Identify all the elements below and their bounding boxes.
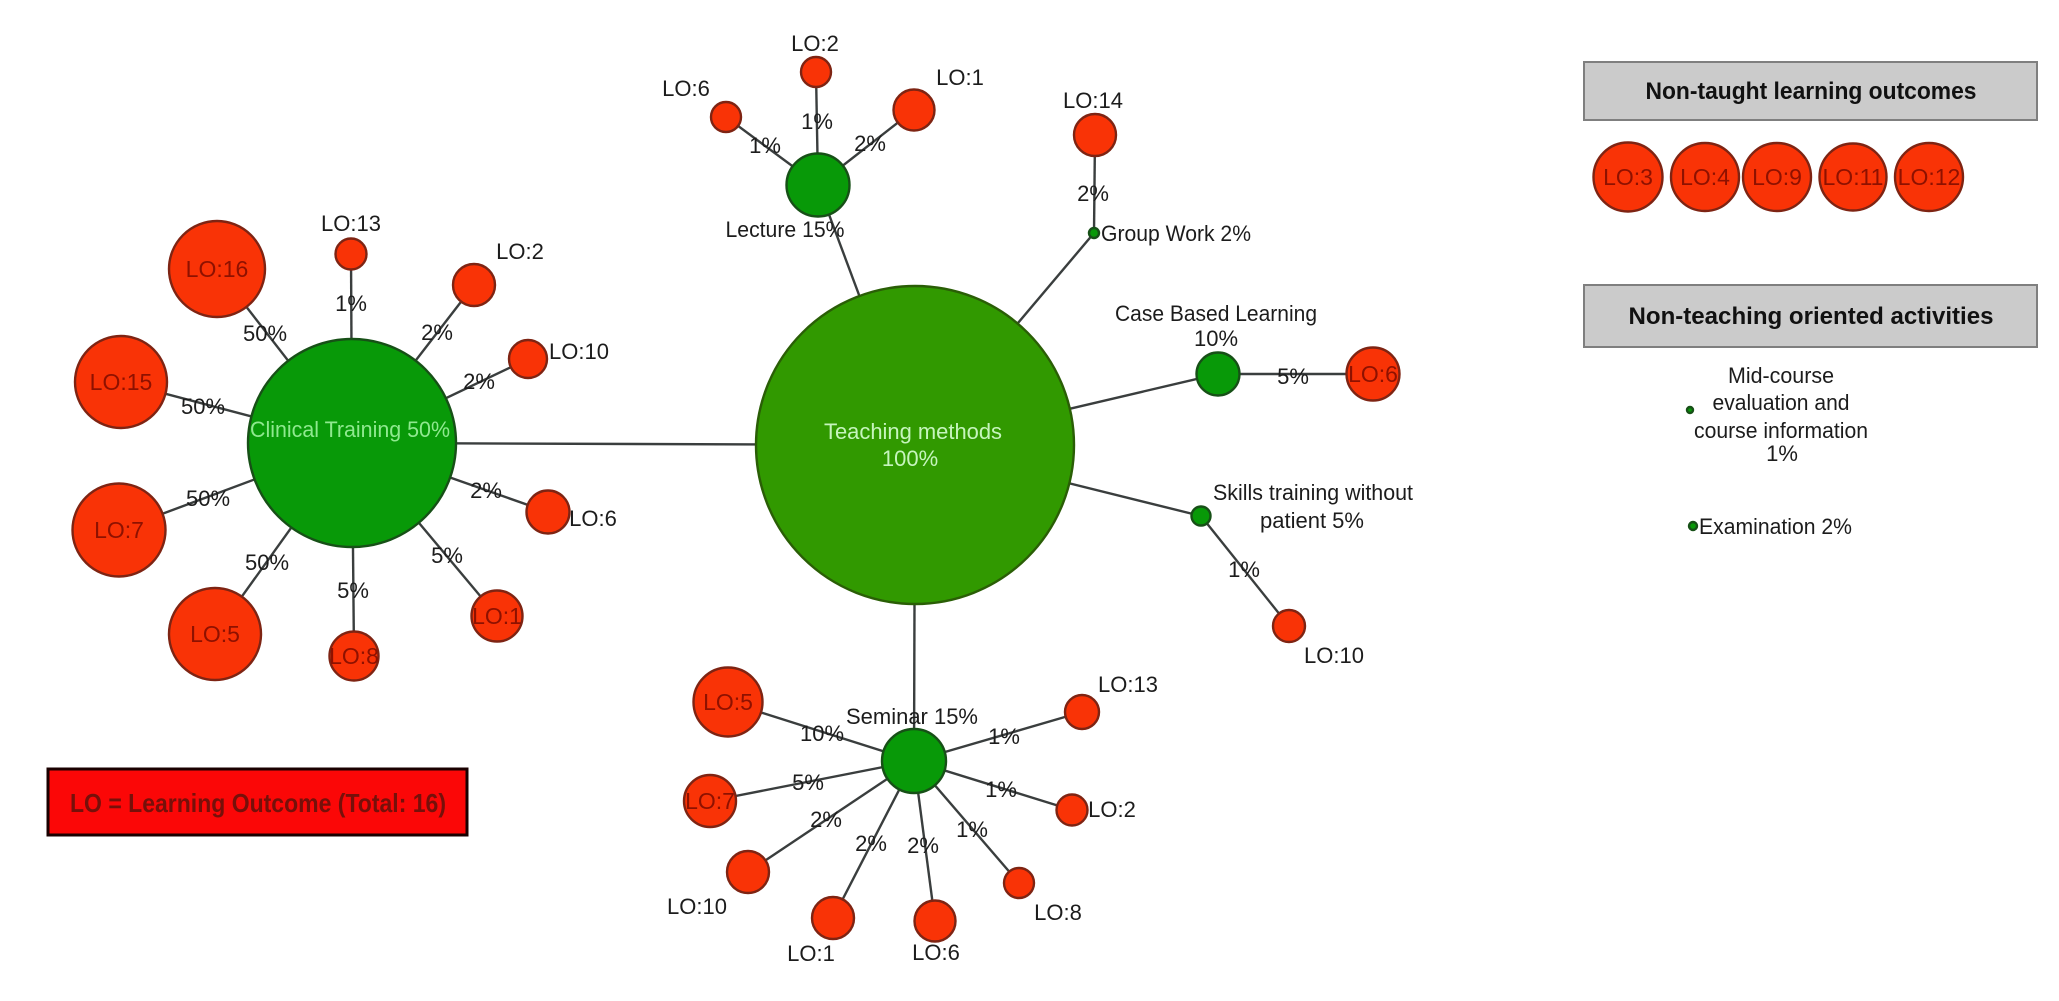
- svg-text:1%: 1%: [1766, 441, 1798, 466]
- svg-text:2%: 2%: [1077, 181, 1109, 206]
- svg-text:2%: 2%: [421, 320, 453, 345]
- svg-text:1%: 1%: [988, 724, 1020, 749]
- svg-text:1%: 1%: [749, 133, 781, 158]
- svg-text:5%: 5%: [792, 770, 824, 795]
- svg-text:evaluation and: evaluation and: [1713, 390, 1850, 415]
- svg-text:Lecture 15%: Lecture 15%: [726, 217, 845, 242]
- svg-text:10%: 10%: [1194, 326, 1238, 351]
- svg-text:5%: 5%: [337, 578, 369, 603]
- svg-text:course information: course information: [1694, 418, 1868, 443]
- svg-text:2%: 2%: [810, 807, 842, 832]
- svg-text:Mid-course: Mid-course: [1728, 363, 1834, 388]
- svg-text:LO:12: LO:12: [1898, 164, 1961, 190]
- svg-text:LO:11: LO:11: [1823, 164, 1884, 190]
- svg-text:50%: 50%: [243, 321, 287, 346]
- svg-text:LO:9: LO:9: [1752, 164, 1802, 190]
- svg-text:LO:6: LO:6: [1348, 361, 1398, 387]
- svg-text:50%: 50%: [245, 550, 289, 575]
- svg-text:Seminar 15%: Seminar 15%: [846, 704, 978, 729]
- svg-text:Case Based Learning: Case Based Learning: [1115, 301, 1317, 326]
- svg-text:5%: 5%: [1277, 364, 1309, 389]
- svg-text:LO:10: LO:10: [549, 339, 609, 364]
- svg-text:1%: 1%: [801, 109, 833, 134]
- svg-text:LO:8: LO:8: [329, 643, 379, 669]
- svg-text:LO:10: LO:10: [667, 894, 727, 919]
- svg-text:Skills training without: Skills training without: [1213, 480, 1413, 505]
- svg-text:10%: 10%: [800, 721, 844, 746]
- svg-text:LO:7: LO:7: [685, 788, 735, 814]
- svg-text:LO:5: LO:5: [190, 621, 240, 647]
- svg-text:LO:15: LO:15: [90, 369, 153, 395]
- svg-text:LO:6: LO:6: [912, 940, 960, 965]
- svg-text:LO = Learning Outcome (Total:: LO = Learning Outcome (Total: 16): [70, 788, 446, 818]
- svg-text:1%: 1%: [1228, 557, 1260, 582]
- svg-text:LO:13: LO:13: [321, 211, 381, 236]
- svg-text:LO:1: LO:1: [472, 603, 522, 629]
- svg-text:LO:3: LO:3: [1603, 164, 1653, 190]
- svg-text:50%: 50%: [181, 394, 225, 419]
- svg-text:LO:7: LO:7: [94, 517, 144, 543]
- svg-text:Non-taught learning outcomes: Non-taught learning outcomes: [1646, 78, 1977, 105]
- svg-text:LO:2: LO:2: [496, 239, 544, 264]
- svg-text:5%: 5%: [431, 543, 463, 568]
- svg-text:LO:6: LO:6: [569, 506, 617, 531]
- svg-text:LO:2: LO:2: [791, 31, 839, 56]
- svg-text:LO:4: LO:4: [1680, 164, 1730, 190]
- svg-text:Non-teaching oriented activiti: Non-teaching oriented activities: [1629, 303, 1994, 330]
- svg-text:2%: 2%: [907, 833, 939, 858]
- svg-text:LO:5: LO:5: [703, 689, 753, 715]
- svg-text:2%: 2%: [463, 369, 495, 394]
- svg-text:2%: 2%: [470, 478, 502, 503]
- svg-text:LO:14: LO:14: [1063, 88, 1123, 113]
- svg-text:2%: 2%: [855, 831, 887, 856]
- svg-text:LO:6: LO:6: [662, 76, 710, 101]
- svg-text:LO:8: LO:8: [1034, 900, 1082, 925]
- svg-text:Clinical Training 50%: Clinical Training 50%: [250, 417, 450, 442]
- svg-text:LO:2: LO:2: [1088, 797, 1136, 822]
- svg-text:1%: 1%: [956, 817, 988, 842]
- svg-text:50%: 50%: [186, 486, 230, 511]
- svg-text:1%: 1%: [985, 777, 1017, 802]
- svg-text:patient 5%: patient 5%: [1260, 508, 1364, 533]
- svg-text:Group Work 2%: Group Work 2%: [1101, 221, 1251, 246]
- svg-text:LO:1: LO:1: [936, 65, 984, 90]
- svg-text:Examination 2%: Examination 2%: [1699, 514, 1852, 539]
- svg-text:Teaching methods: Teaching methods: [824, 419, 1002, 444]
- svg-text:LO:10: LO:10: [1304, 643, 1364, 668]
- svg-text:2%: 2%: [854, 131, 886, 156]
- svg-text:LO:13: LO:13: [1098, 672, 1158, 697]
- svg-text:100%: 100%: [882, 446, 938, 471]
- svg-text:LO:1: LO:1: [787, 941, 835, 966]
- svg-text:1%: 1%: [335, 291, 367, 316]
- svg-text:LO:16: LO:16: [186, 256, 249, 282]
